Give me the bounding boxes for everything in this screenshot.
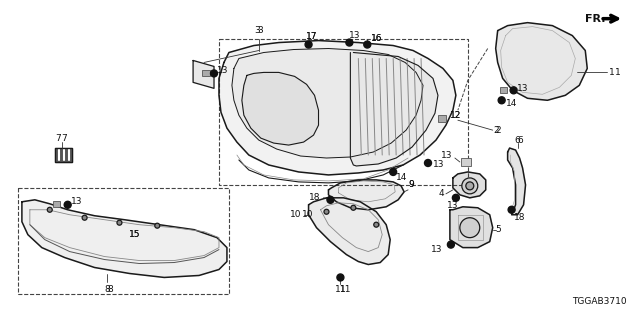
Circle shape xyxy=(351,205,356,210)
Circle shape xyxy=(424,159,431,166)
Text: TGGAB3710: TGGAB3710 xyxy=(572,297,627,306)
Circle shape xyxy=(466,182,474,190)
Text: 7: 7 xyxy=(61,134,67,143)
Text: 13: 13 xyxy=(217,66,228,75)
Bar xyxy=(438,115,446,122)
Bar xyxy=(500,87,507,93)
Text: 9: 9 xyxy=(408,180,414,189)
Text: 13: 13 xyxy=(442,150,453,160)
Circle shape xyxy=(211,70,218,77)
Text: 8: 8 xyxy=(104,285,110,294)
Text: 5: 5 xyxy=(496,225,501,234)
Text: 15: 15 xyxy=(129,230,141,239)
Circle shape xyxy=(364,41,371,48)
Text: 11: 11 xyxy=(335,285,346,294)
Polygon shape xyxy=(508,148,525,215)
Circle shape xyxy=(305,41,312,48)
Text: 12: 12 xyxy=(450,111,461,120)
Polygon shape xyxy=(350,52,438,166)
Text: FR.: FR. xyxy=(585,14,606,24)
Text: 14: 14 xyxy=(506,99,517,108)
Text: 8: 8 xyxy=(108,285,113,294)
Circle shape xyxy=(508,206,515,213)
Polygon shape xyxy=(242,72,319,145)
Bar xyxy=(461,158,471,166)
Text: 3: 3 xyxy=(254,26,260,35)
Text: 11: 11 xyxy=(340,285,352,294)
Text: 6: 6 xyxy=(518,136,524,145)
Bar xyxy=(202,70,210,76)
Circle shape xyxy=(462,178,478,194)
Text: 9: 9 xyxy=(408,180,414,189)
Text: 13: 13 xyxy=(433,160,444,170)
Circle shape xyxy=(346,39,353,46)
Text: 3: 3 xyxy=(257,26,262,35)
Polygon shape xyxy=(328,180,404,210)
Text: 13: 13 xyxy=(447,201,459,210)
Text: 12: 12 xyxy=(450,111,461,120)
Text: 17: 17 xyxy=(305,32,317,41)
Text: 10: 10 xyxy=(301,210,313,219)
Circle shape xyxy=(327,196,334,203)
Circle shape xyxy=(117,220,122,225)
Text: 13: 13 xyxy=(516,84,528,93)
Polygon shape xyxy=(22,200,227,277)
Text: 16: 16 xyxy=(371,34,383,43)
Circle shape xyxy=(337,274,344,281)
Text: 10: 10 xyxy=(290,210,301,219)
Text: 18: 18 xyxy=(514,213,525,222)
Text: 13: 13 xyxy=(349,31,361,40)
Circle shape xyxy=(447,241,454,248)
Text: 2: 2 xyxy=(493,126,499,135)
Polygon shape xyxy=(219,41,456,175)
Text: 16: 16 xyxy=(371,34,383,43)
Text: 13: 13 xyxy=(70,197,82,206)
Text: 1: 1 xyxy=(615,68,621,77)
Circle shape xyxy=(155,223,160,228)
Circle shape xyxy=(47,207,52,212)
Text: 2: 2 xyxy=(496,126,501,135)
Text: 4: 4 xyxy=(438,189,444,198)
Text: 13: 13 xyxy=(431,245,443,254)
Text: 17: 17 xyxy=(305,32,317,41)
Circle shape xyxy=(498,97,505,104)
Circle shape xyxy=(452,194,460,201)
Polygon shape xyxy=(232,49,423,158)
Circle shape xyxy=(374,222,379,227)
Bar xyxy=(53,201,60,207)
Circle shape xyxy=(460,218,480,238)
Text: 18: 18 xyxy=(309,193,321,202)
Circle shape xyxy=(510,87,517,94)
Polygon shape xyxy=(453,172,486,198)
Polygon shape xyxy=(450,207,493,248)
Text: 1: 1 xyxy=(609,68,615,77)
Text: 15: 15 xyxy=(129,230,141,239)
Circle shape xyxy=(64,201,71,208)
Circle shape xyxy=(390,168,397,175)
Polygon shape xyxy=(308,198,390,265)
Text: 6: 6 xyxy=(515,136,520,145)
Circle shape xyxy=(324,209,329,214)
Circle shape xyxy=(82,215,87,220)
Polygon shape xyxy=(496,23,588,100)
Polygon shape xyxy=(193,60,214,88)
Text: 14: 14 xyxy=(396,173,408,182)
Text: 7: 7 xyxy=(55,134,61,143)
Polygon shape xyxy=(55,148,72,162)
